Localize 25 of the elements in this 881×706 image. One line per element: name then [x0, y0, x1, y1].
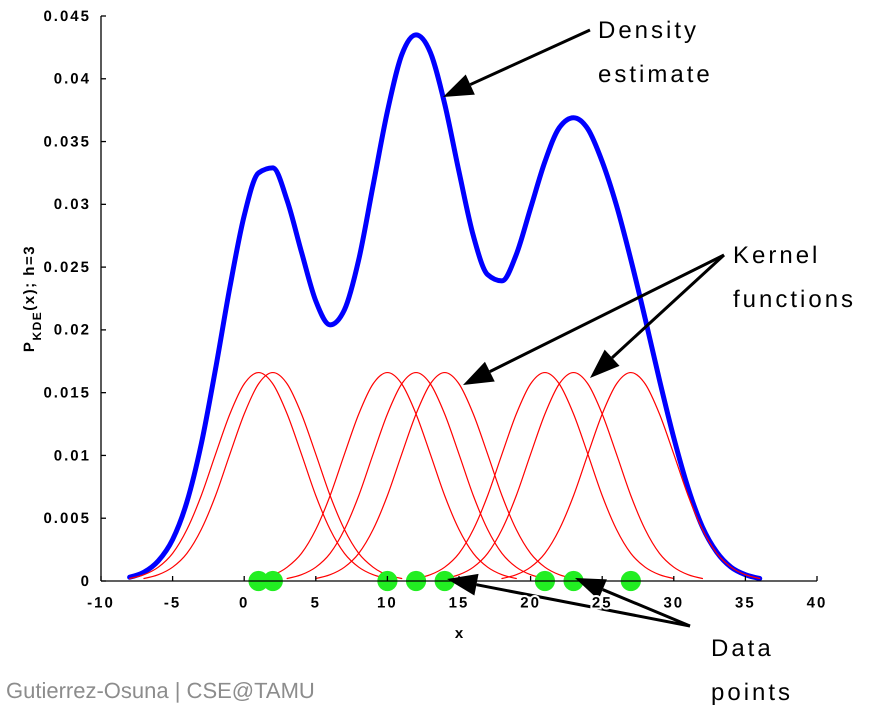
x-tick-label: 5 [310, 594, 321, 612]
y-tick-label: 0.03 [54, 196, 91, 214]
x-tick-label: 10 [377, 594, 398, 612]
y-tick-label: 0.005 [43, 510, 91, 528]
x-tick-label: 35 [735, 594, 756, 612]
x-tick-label: 15 [448, 594, 470, 612]
y-tick-label: 0.035 [43, 133, 91, 150]
x-tick-label: 30 [663, 594, 684, 612]
x-tick-label: 40 [806, 594, 828, 612]
y-tick-label: 0.025 [43, 258, 91, 276]
x-tick-label: -10 [87, 594, 115, 612]
y-tick-label: 0.02 [54, 322, 91, 339]
x-axis-title: x [454, 625, 464, 642]
y-tick-label: 0.04 [54, 70, 91, 88]
y-tick-label: 0.015 [43, 384, 91, 402]
text: Gutierrez-Osuna | CSE@TAMU [6, 678, 315, 703]
x-tick-label: 0 [239, 594, 250, 612]
annotation: Density estimate [598, 17, 713, 88]
y-tick-label: 0.045 [43, 8, 91, 25]
annotation: Kernel functions [733, 242, 856, 313]
text: Data points [711, 635, 794, 706]
x-tick-label: -5 [164, 594, 182, 612]
y-tick-label: 0.01 [54, 447, 91, 464]
y-tick-label: 0 [80, 572, 91, 590]
x-tick-label: 20 [520, 594, 541, 612]
